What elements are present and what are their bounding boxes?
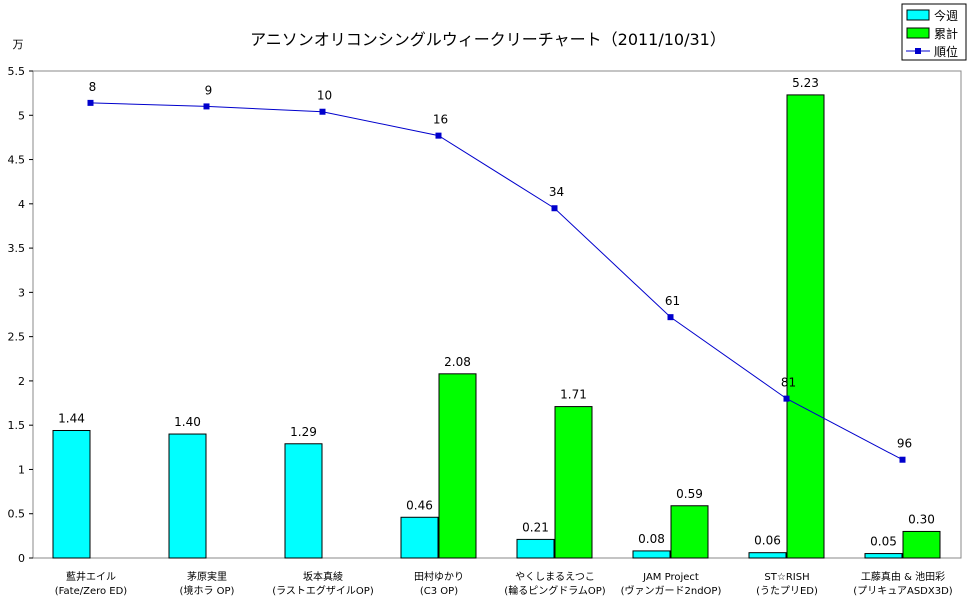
data-label-cumulative: 5.23	[792, 76, 819, 90]
rank-marker	[87, 99, 94, 106]
data-label-rank: 34	[549, 185, 564, 199]
legend-label-cumulative: 累計	[934, 26, 958, 41]
legend-swatch-this-week	[906, 9, 930, 21]
data-label-rank: 8	[89, 80, 97, 94]
x-tick-label: (ヴァンガード2ndOP)	[621, 584, 722, 597]
legend-marker-rank	[915, 48, 921, 54]
data-label-this-week: 0.08	[638, 532, 665, 546]
data-label-this-week: 1.40	[174, 415, 201, 429]
x-tick-label: ST☆RISH	[764, 572, 809, 583]
data-label-cumulative: 2.08	[444, 355, 471, 369]
y-tick-label: 0.5	[8, 508, 26, 521]
bar-this-week	[516, 538, 555, 559]
y-tick-label: 3.5	[8, 242, 26, 255]
bar-this-week	[168, 433, 207, 559]
rank-marker	[551, 205, 558, 212]
data-label-this-week: 1.44	[58, 411, 85, 425]
x-tick-label: (輪るピングドラムOP)	[504, 584, 606, 597]
y-tick-label: 2.5	[8, 331, 26, 344]
x-tick-label: (ラストエグザイルOP)	[272, 584, 374, 597]
data-label-cumulative: 1.71	[560, 388, 587, 402]
legend-label-rank: 順位	[934, 44, 958, 59]
chart-title: アニソンオリコンシングルウィークリーチャート（2011/10/31）	[250, 30, 726, 49]
data-label-this-week: 1.29	[290, 425, 317, 439]
data-label-this-week: 0.21	[522, 520, 549, 534]
y-tick-label: 1	[18, 463, 25, 476]
y-tick-label: 3	[18, 286, 25, 299]
legend-label-this-week: 今週	[934, 8, 958, 23]
bar-layer: 1.44 1.40 1.29 0.46 2.08 0.21 1.71 0.08 0.59 0.06…	[52, 76, 941, 559]
data-label-rank: 9	[205, 83, 213, 97]
data-label-rank: 10	[317, 89, 332, 103]
legend: 今週 累計 順位	[901, 3, 967, 61]
data-label-cumulative: 0.30	[908, 512, 935, 526]
rank-line-layer: 8 9 10 16 34 61 81 96	[87, 80, 912, 463]
x-tick-label: JAM Project	[642, 572, 699, 583]
data-label-rank: 16	[433, 113, 448, 127]
rank-marker	[319, 108, 326, 115]
x-tick-label: やくしまるえつこ	[515, 571, 595, 583]
x-tick-label: 藍井エイル	[66, 570, 116, 583]
bar-this-week	[400, 516, 439, 559]
bar-cumulative	[786, 94, 825, 559]
y-tick-label: 0	[18, 552, 25, 565]
bar-this-week	[284, 443, 323, 559]
y-tick-label: 5	[18, 109, 25, 122]
y-tick-label: 4	[18, 198, 25, 211]
rank-line	[90, 102, 903, 461]
x-tick-label: (C3 OP)	[420, 586, 458, 597]
category-labels: 藍井エイル (Fate/Zero ED) 茅原実里(境ホラ OP) 坂本真綾(ラストエ…	[55, 570, 953, 597]
x-tick-label: (プリキュアASDX3D)	[853, 585, 953, 597]
rank-marker	[783, 395, 790, 402]
x-tick-label: (境ホラ OP)	[180, 584, 235, 597]
bar-this-week	[748, 552, 787, 559]
rank-marker	[899, 456, 906, 463]
x-tick-label: 田村ゆかり	[414, 570, 464, 583]
y-tick-label: 4.5	[8, 154, 26, 167]
y-tick-label: 1.5	[8, 419, 26, 432]
bar-cumulative	[902, 530, 941, 559]
bar-cumulative	[554, 406, 593, 559]
rank-marker	[435, 132, 442, 139]
data-label-this-week: 0.05	[870, 535, 897, 549]
data-label-rank: 96	[897, 437, 912, 451]
rank-marker	[667, 314, 674, 321]
bar-cumulative	[670, 505, 709, 559]
data-label-rank: 81	[781, 376, 796, 390]
y-axis: 0 0.5 1 1.5 2 2.5 3 3.5 4 4.5 5 5.5	[8, 65, 33, 565]
bar-this-week	[632, 550, 671, 559]
legend-swatch-cumulative	[906, 27, 930, 39]
rank-marker	[203, 103, 210, 110]
data-label-rank: 61	[665, 294, 680, 308]
x-tick-label: 工藤真由 & 池田彩	[861, 570, 945, 583]
data-label-this-week: 0.46	[406, 498, 433, 512]
x-tick-label: 坂本真綾	[303, 570, 343, 583]
y-tick-label: 5.5	[8, 65, 26, 78]
x-tick-label: (Fate/Zero ED)	[55, 586, 128, 597]
bar-this-week	[52, 429, 91, 559]
y-tick-label: 2	[18, 375, 25, 388]
x-tick-label: 茅原実里	[187, 570, 227, 583]
data-label-cumulative: 0.59	[676, 487, 703, 501]
data-label-this-week: 0.06	[754, 534, 781, 548]
x-tick-label: (うたプリED)	[756, 585, 818, 597]
y-axis-label: 万	[13, 38, 24, 51]
bar-cumulative	[438, 373, 477, 559]
bar-this-week	[864, 553, 903, 559]
